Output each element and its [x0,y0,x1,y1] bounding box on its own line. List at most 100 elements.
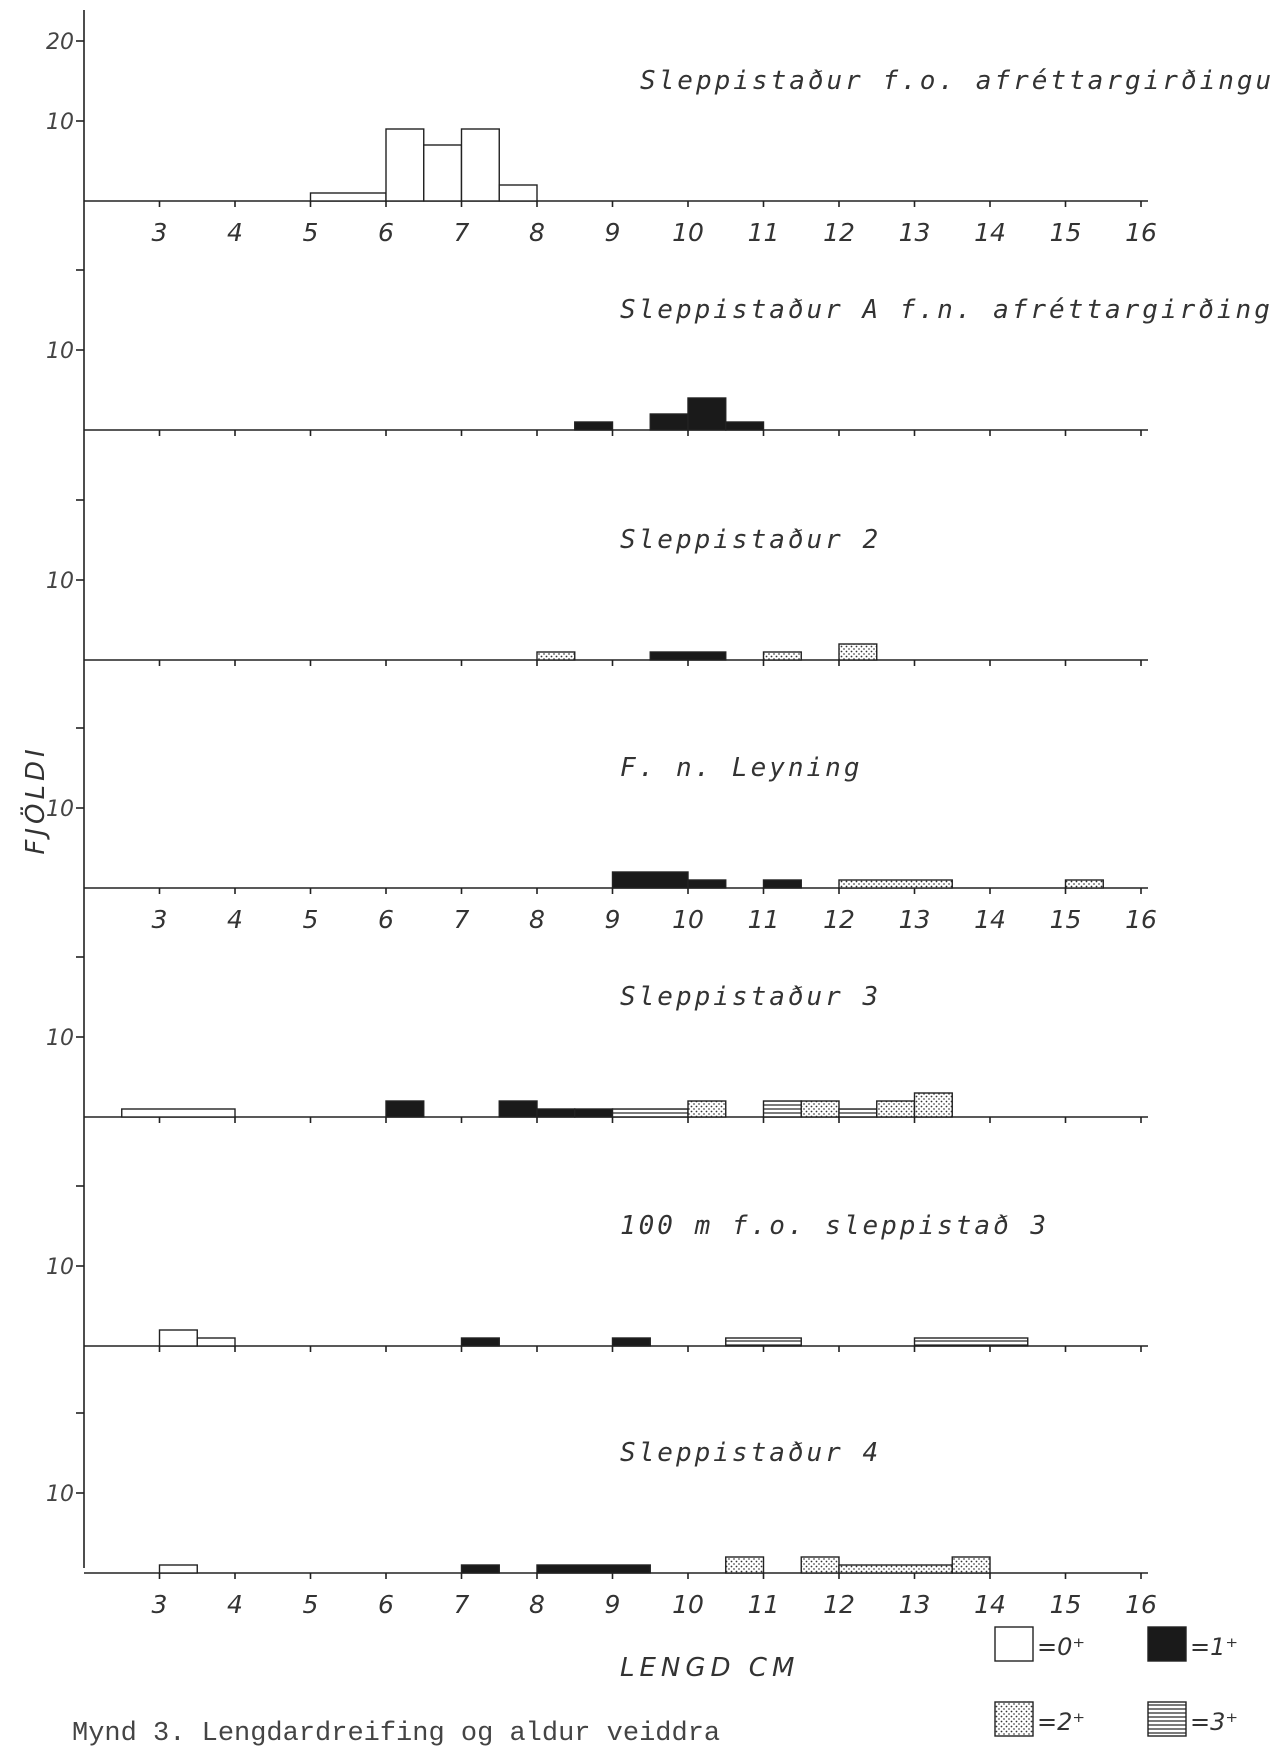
x-tick-label: 8 [529,1590,545,1619]
x-tick-label: 14 [974,1590,1006,1619]
y-axis-label: FJÖLDI [19,745,51,854]
x-tick-label: 7 [454,1590,470,1619]
x-tick-label: 11 [748,218,780,247]
bar [423,144,463,202]
x-tick-label: 9 [605,1590,621,1619]
bar [951,1556,991,1574]
x-tick-label: 13 [899,1590,931,1619]
legend-swatch [994,1701,1034,1737]
x-tick-label: 9 [605,218,621,247]
bar [649,651,727,661]
bar [158,1564,198,1574]
bar [460,128,500,202]
legend-swatch [1147,1626,1187,1662]
bar [725,1337,802,1347]
x-tick-label: 5 [303,1590,319,1619]
x-tick-label: 3 [152,905,168,934]
bar [762,879,802,889]
x-tick-label: 3 [152,1590,168,1619]
x-tick-label: 15 [1050,218,1082,247]
x-tick-label: 7 [454,905,470,934]
bar [913,1337,1029,1347]
y-tick-label: 10 [46,110,74,135]
bar [611,1337,651,1347]
x-tick-label: 15 [1050,1590,1082,1619]
y-tick-label: 10 [46,797,74,822]
panel: Sleppistaður A f.n. afréttargirðingu 10 [46,269,1273,436]
bar [611,871,689,889]
bar [687,1100,727,1118]
legend-label: =3⁺ [1190,1708,1238,1736]
bar [460,1337,500,1347]
panel-title: Sleppistaður 2 [620,525,881,555]
x-tick-label: 3 [152,218,168,247]
bar [536,651,576,661]
y-tick-label: 10 [46,339,74,364]
bar [121,1108,236,1118]
panels-group: Sleppistaður f.o. afréttargirðingu 20 10 3 4… [46,30,1273,1619]
figure-caption: Mynd 3. Lengdardreifing og aldur veiddra [72,1719,720,1749]
x-tick-label: 12 [823,218,855,247]
x-tick-label: 14 [974,905,1006,934]
x-tick-label: 11 [748,905,780,934]
panel-title: F. n. Leyning [620,753,863,783]
legend-item: =3⁺ [1147,1701,1238,1737]
figure-decor: FJÖLDI LENGD CM =0⁺ =1⁺ =2⁺ =3⁺ Mynd 3. Len… [19,10,1238,1749]
bar [838,1564,953,1574]
panel: 100 m f.o. sleppistað 3 10 [46,1185,1148,1352]
x-tick-label: 12 [823,1590,855,1619]
bar [196,1337,236,1347]
bar [725,421,765,431]
panel: Sleppistaður 4 10 3 4 5 6 7 8 9 10 11 12 13 14 15 16 [46,1412,1157,1619]
y-tick-label: 10 [46,1482,74,1507]
bar [1064,879,1104,889]
x-tick-label: 9 [605,905,621,934]
legend-item: =2⁺ [994,1701,1085,1737]
legend-item: =0⁺ [994,1626,1085,1662]
x-tick-label: 4 [227,1590,243,1619]
x-tick-label: 6 [378,1590,394,1619]
panel-title: 100 m f.o. sleppistað 3 [620,1211,1049,1241]
x-axis-label: LENGD CM [620,1653,799,1683]
bar [800,1556,840,1574]
x-tick-label: 5 [303,218,319,247]
panel-title: Sleppistaður A f.n. afréttargirðingu [620,295,1273,325]
x-tick-label: 10 [672,1590,704,1619]
panel: F. n. Leyning 10 3 4 5 6 7 8 9 10 11 12 13 14 15 16 [46,727,1157,934]
bar [876,1100,916,1118]
bar [687,397,727,431]
bar [309,192,387,202]
bar [498,184,538,202]
bar [385,128,425,202]
x-tick-label: 13 [899,905,931,934]
bar [460,1564,500,1574]
x-tick-label: 4 [227,218,243,247]
panel: Sleppistaður f.o. afréttargirðingu 20 10 3 4… [46,30,1271,247]
bar [838,643,878,661]
bar [498,1100,538,1118]
panel: Sleppistaður 3 10 [46,956,1148,1123]
legend-label: =0⁺ [1037,1633,1085,1661]
x-tick-label: 5 [303,905,319,934]
legend-item: =1⁺ [1147,1626,1238,1662]
legend-swatch [1147,1701,1187,1737]
x-tick-label: 7 [454,218,470,247]
bar [574,421,614,431]
bar [649,413,689,431]
bar [838,879,953,889]
x-tick-label: 16 [1125,905,1157,934]
legend-swatch [994,1626,1034,1662]
bar [385,1100,425,1118]
y-tick-label: 10 [46,1026,74,1051]
bar [687,879,727,889]
x-tick-label: 6 [378,218,394,247]
x-tick-label: 16 [1125,218,1157,247]
x-tick-label: 10 [672,905,704,934]
x-tick-label: 8 [529,218,545,247]
legend: =0⁺ =1⁺ =2⁺ =3⁺ [994,1626,1238,1737]
bar [800,1100,840,1118]
panel-title: Sleppistaður 4 [620,1438,881,1468]
bar [611,1108,689,1118]
bar [725,1556,765,1574]
